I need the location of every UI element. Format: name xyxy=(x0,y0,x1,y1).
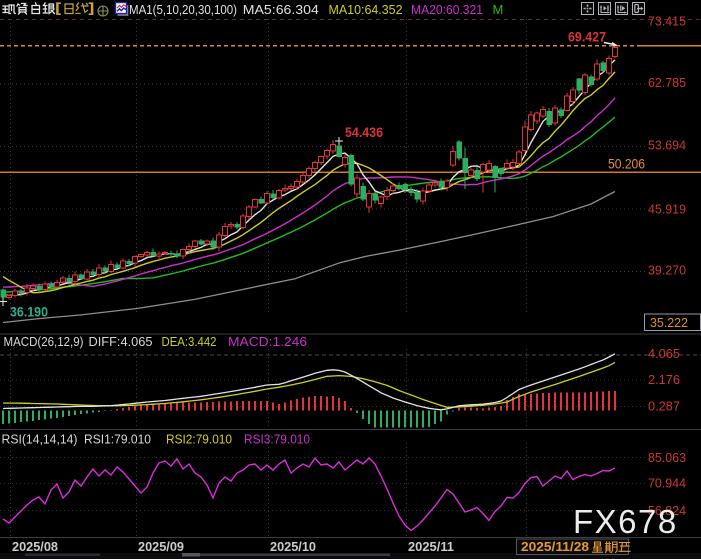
svg-text:70.944: 70.944 xyxy=(648,477,686,491)
svg-text:MA20:60.321: MA20:60.321 xyxy=(411,2,483,17)
svg-text:2.176: 2.176 xyxy=(648,373,680,387)
svg-text:RSI2:79.010: RSI2:79.010 xyxy=(166,433,232,447)
svg-text:RSI3:79.010: RSI3:79.010 xyxy=(244,433,310,447)
svg-text:62.785: 62.785 xyxy=(648,76,686,90)
svg-text:85.063: 85.063 xyxy=(648,451,686,465)
svg-text:69.427: 69.427 xyxy=(568,30,606,45)
svg-text:M: M xyxy=(493,2,504,17)
svg-text:54.436: 54.436 xyxy=(345,125,383,140)
svg-text:35.222: 35.222 xyxy=(650,316,688,330)
svg-text:DIFF:4.065: DIFF:4.065 xyxy=(89,335,153,349)
svg-text:39.270: 39.270 xyxy=(648,264,686,278)
svg-text:MACD:1.246: MACD:1.246 xyxy=(228,335,307,349)
svg-text:MA1(5,10,20,30,100): MA1(5,10,20,30,100) xyxy=(129,2,237,17)
svg-text:36.190: 36.190 xyxy=(10,305,48,320)
svg-text:FX678: FX678 xyxy=(573,503,678,540)
svg-text:MA5:66.304: MA5:66.304 xyxy=(243,2,319,17)
svg-text:56.824: 56.824 xyxy=(648,504,686,518)
svg-text:RSI(14,14,14): RSI(14,14,14) xyxy=(2,433,78,447)
svg-text:MACD(26,12,9): MACD(26,12,9) xyxy=(4,335,84,349)
svg-text:2025/11: 2025/11 xyxy=(408,539,454,554)
svg-text:4.065: 4.065 xyxy=(648,347,680,361)
svg-text:RSI1:79.010: RSI1:79.010 xyxy=(84,433,151,447)
svg-text:2025/11/28: 2025/11/28 xyxy=(521,539,589,554)
svg-text:0.287: 0.287 xyxy=(648,400,680,414)
svg-text:MA10:64.352: MA10:64.352 xyxy=(329,2,403,17)
svg-text:53.694: 53.694 xyxy=(648,139,686,153)
svg-text:2025/08: 2025/08 xyxy=(12,539,58,554)
svg-text:2025/10: 2025/10 xyxy=(270,539,316,554)
svg-text:45.919: 45.919 xyxy=(648,203,686,217)
svg-text:DEA:3.442: DEA:3.442 xyxy=(162,335,217,349)
svg-text:2025/09: 2025/09 xyxy=(138,539,184,554)
svg-text:50.206: 50.206 xyxy=(608,157,645,172)
svg-text:73.415: 73.415 xyxy=(648,15,686,29)
